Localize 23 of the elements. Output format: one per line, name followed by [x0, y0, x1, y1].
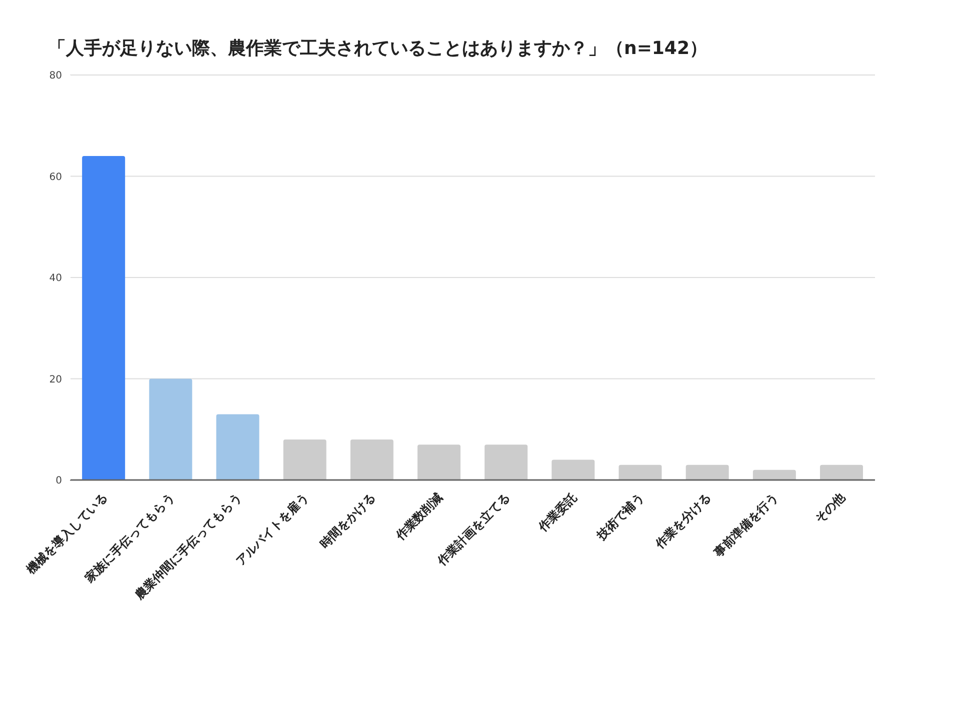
bar — [484, 444, 528, 480]
x-tick-label: 作業数削減 — [392, 490, 446, 544]
bar — [820, 464, 863, 480]
bar — [752, 470, 796, 480]
bar — [216, 414, 260, 480]
y-tick-label: 80 — [49, 70, 62, 82]
bar — [686, 464, 729, 480]
x-tick-label: 作業委託 — [534, 490, 580, 536]
bar — [82, 156, 126, 480]
bar — [283, 440, 326, 480]
y-tick-label: 0 — [56, 476, 62, 487]
bar — [149, 378, 192, 480]
y-tick-label: 60 — [49, 172, 62, 183]
bar — [552, 460, 595, 480]
x-tick-label: 時間をかける — [317, 490, 378, 552]
chart-title: 「人手が足りない際、農作業で工夫されていることはありますか？」（n=142） — [47, 37, 708, 60]
bar — [618, 464, 662, 480]
x-tick-label: 技術で補う — [594, 490, 647, 544]
x-tick-label: その他 — [812, 490, 849, 526]
bar — [417, 444, 460, 480]
y-tick-label: 40 — [49, 273, 62, 284]
bar — [350, 440, 394, 480]
y-tick-label: 20 — [49, 374, 62, 386]
